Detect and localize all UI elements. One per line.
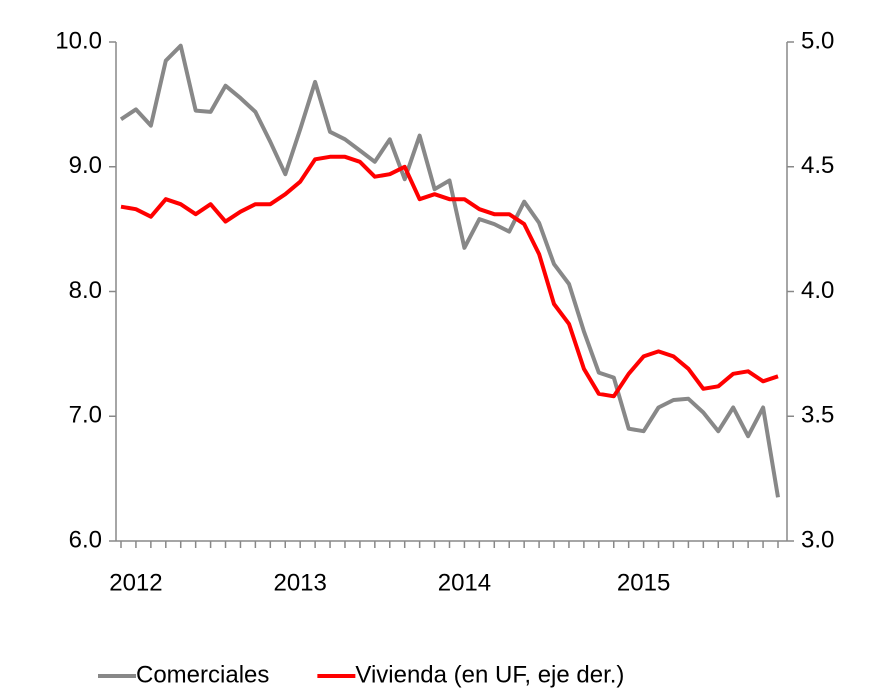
- y-tick-label: 7.0: [69, 402, 102, 429]
- y2-tick-label: 5.0: [801, 27, 834, 54]
- legend-label: Vivienda (en UF, eje der.): [355, 661, 624, 688]
- y-tick-label: 9.0: [69, 152, 102, 179]
- x-tick-label: 2013: [273, 569, 326, 596]
- x-tick-label: 2014: [438, 569, 491, 596]
- y-tick-label: 6.0: [69, 526, 102, 553]
- y2-tick-label: 4.5: [801, 152, 834, 179]
- series-line: [120, 154, 779, 399]
- x-tick-label: 2012: [109, 569, 162, 596]
- y2-tick-label: 4.0: [801, 277, 834, 304]
- y2-tick-label: 3.5: [801, 402, 834, 429]
- y-tick-label: 10.0: [55, 27, 102, 54]
- y2-tick-label: 3.0: [801, 526, 834, 553]
- x-tick-label: 2015: [617, 569, 670, 596]
- y-tick-label: 8.0: [69, 277, 102, 304]
- legend-label: Comerciales: [136, 661, 269, 688]
- series-line: [119, 43, 780, 498]
